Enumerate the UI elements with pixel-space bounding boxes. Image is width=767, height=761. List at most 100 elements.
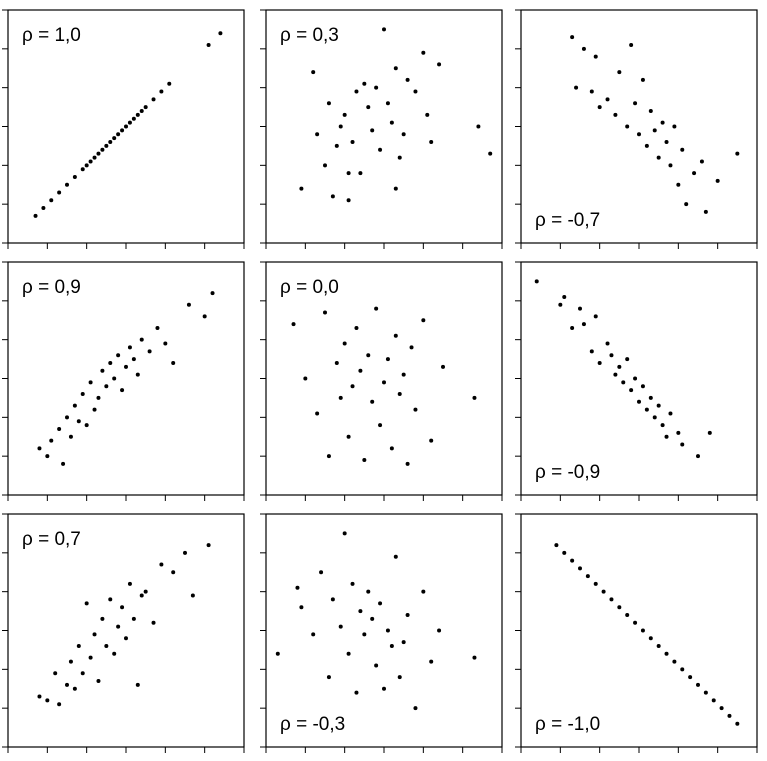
scatter-panel: ρ = -1,0: [515, 513, 758, 753]
point: [354, 690, 359, 695]
point: [696, 682, 700, 687]
point: [151, 620, 156, 625]
point: [311, 70, 316, 75]
point: [65, 682, 69, 687]
point: [96, 678, 101, 683]
point: [735, 721, 740, 726]
point: [370, 399, 375, 404]
point: [45, 698, 50, 703]
point: [378, 147, 383, 152]
point: [315, 132, 320, 137]
point: [640, 77, 645, 82]
point: [378, 601, 383, 606]
point: [629, 388, 634, 393]
point: [637, 399, 641, 404]
point: [621, 380, 626, 385]
point: [385, 357, 390, 362]
point: [727, 713, 732, 718]
point: [613, 372, 618, 377]
point: [437, 62, 442, 67]
point: [104, 143, 109, 148]
point: [625, 612, 630, 617]
point: [167, 81, 172, 86]
point: [80, 671, 85, 676]
point: [393, 66, 398, 71]
point: [112, 136, 117, 141]
point: [605, 97, 610, 102]
point: [291, 322, 296, 327]
point: [625, 357, 630, 362]
point: [735, 151, 740, 156]
point: [334, 360, 339, 365]
point: [589, 349, 594, 354]
point: [338, 124, 343, 129]
scatter-panel: ρ = 1,0: [2, 9, 245, 249]
point: [581, 46, 586, 51]
point: [385, 628, 390, 633]
point: [644, 407, 649, 412]
point: [37, 694, 42, 699]
point: [57, 702, 62, 707]
point: [585, 574, 590, 579]
scatter-panel: ρ = 0,0: [260, 261, 503, 501]
point: [326, 675, 331, 680]
point: [405, 612, 410, 617]
point: [562, 550, 567, 555]
point: [413, 706, 418, 711]
point: [163, 341, 168, 346]
point: [346, 651, 351, 656]
point: [613, 112, 618, 117]
point: [389, 446, 394, 451]
point: [311, 632, 316, 637]
annotation: ρ = -0,7: [535, 210, 600, 231]
point: [656, 155, 661, 160]
point: [413, 89, 418, 94]
plot-frame: [520, 261, 758, 496]
point: [33, 213, 38, 218]
point: [409, 345, 414, 350]
point: [135, 682, 140, 687]
annotation: ρ = 0,9: [22, 277, 81, 298]
point: [625, 124, 630, 129]
point: [558, 302, 563, 307]
point: [401, 372, 406, 377]
point: [100, 368, 105, 373]
point: [605, 341, 610, 346]
point: [648, 395, 653, 400]
point: [127, 345, 132, 350]
point: [393, 333, 398, 338]
point: [554, 543, 559, 548]
point: [218, 31, 223, 36]
point: [570, 35, 575, 40]
point: [303, 376, 308, 381]
point: [120, 128, 125, 133]
point: [124, 636, 128, 641]
point: [49, 198, 54, 203]
point: [275, 651, 280, 656]
point: [49, 438, 54, 443]
point: [100, 616, 105, 621]
point: [397, 155, 402, 160]
point: [570, 558, 575, 563]
point: [72, 403, 77, 408]
point: [719, 706, 724, 711]
plot-frame: [520, 513, 758, 748]
point: [385, 101, 390, 106]
point: [664, 434, 669, 439]
point: [299, 605, 304, 610]
point: [354, 326, 359, 331]
point: [393, 186, 398, 191]
point: [358, 368, 363, 373]
point: [374, 85, 379, 90]
point: [644, 143, 649, 148]
annotation: ρ = -1,0: [535, 714, 600, 735]
point: [703, 690, 708, 695]
scatter-panel: ρ = -0,7: [515, 9, 758, 249]
scatter-panel: ρ = 0,3: [260, 9, 503, 249]
point: [139, 337, 144, 342]
point: [680, 442, 685, 447]
point: [151, 97, 156, 102]
point: [413, 407, 418, 412]
point: [104, 384, 109, 389]
